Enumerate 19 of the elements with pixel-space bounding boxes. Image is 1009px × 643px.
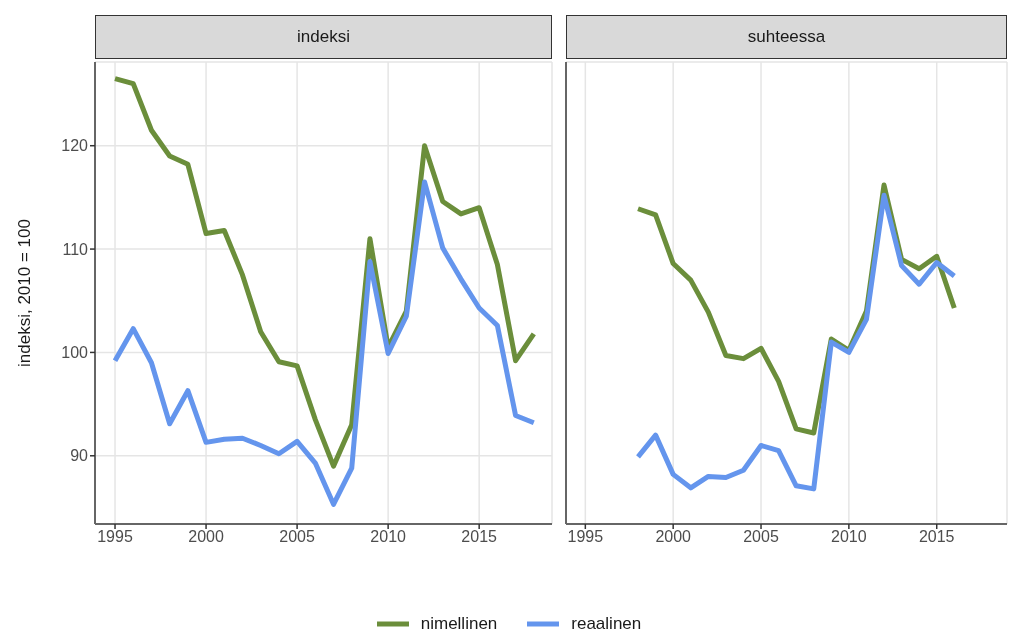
y-tick-label: 110 [62, 240, 89, 258]
x-tick-label: 2000 [655, 528, 692, 546]
y-tick-label: 120 [61, 137, 89, 155]
x-tick-label: 2010 [370, 528, 407, 546]
x-tick-label: 1995 [97, 528, 133, 546]
y-axis-title: indeksi, 2010 = 100 [15, 219, 35, 367]
x-tick-label: 1995 [567, 528, 604, 546]
x-tick-label: 2010 [831, 528, 867, 546]
legend-label: nimellinen [420, 614, 498, 634]
x-tick-label: 2015 [918, 528, 955, 546]
x-tick-label: 2015 [461, 528, 498, 546]
legend-label: reaalinen [571, 614, 642, 634]
x-tick-label: 2005 [279, 528, 315, 546]
chart-title: suhteessa [747, 27, 826, 47]
chart-title: indeksi [297, 27, 350, 47]
x-tick-label: 2000 [188, 528, 224, 546]
y-tick-label: 90 [70, 447, 89, 465]
x-tick-label: 2005 [743, 528, 779, 546]
y-tick-label: 100 [61, 344, 89, 362]
